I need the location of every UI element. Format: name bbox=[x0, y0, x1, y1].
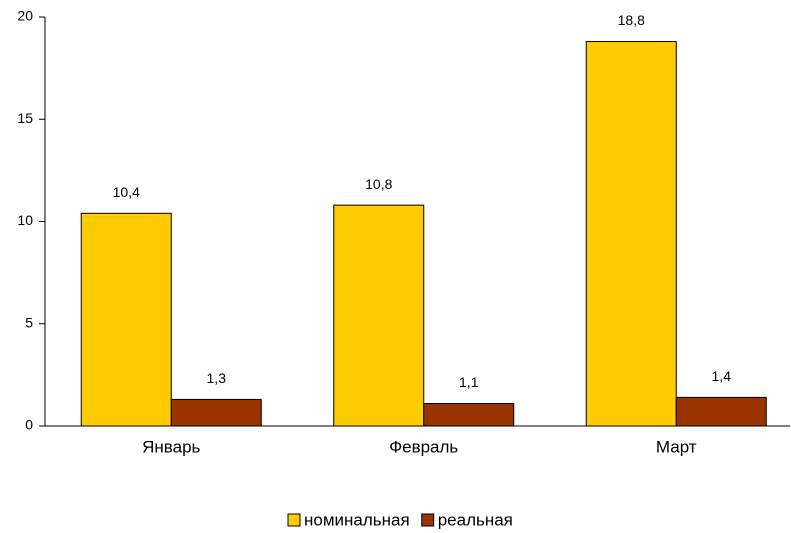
y-tick-label: 5 bbox=[25, 314, 33, 330]
bar bbox=[585, 41, 677, 427]
x-tick-label: Март bbox=[656, 437, 697, 456]
legend-label: реальная bbox=[438, 510, 513, 529]
value-label: 10,4 bbox=[113, 184, 140, 200]
y-tick-label: 10 bbox=[17, 212, 33, 228]
bar bbox=[170, 398, 262, 427]
value-label: 18,8 bbox=[618, 12, 645, 28]
y-tick-label: 15 bbox=[17, 110, 33, 126]
value-label: 1,1 bbox=[459, 374, 479, 390]
legend-swatch bbox=[421, 513, 435, 527]
value-label: 1,4 bbox=[712, 368, 732, 384]
bar bbox=[675, 396, 767, 427]
legend-swatch bbox=[287, 513, 301, 527]
x-tick-label: Февраль bbox=[389, 437, 458, 456]
y-tick-label: 0 bbox=[25, 417, 33, 433]
legend-label: номинальная bbox=[304, 510, 410, 529]
bar bbox=[333, 204, 425, 427]
value-label: 1,3 bbox=[207, 370, 227, 386]
value-label: 10,8 bbox=[365, 176, 392, 192]
x-tick-label: Январь bbox=[142, 437, 200, 456]
y-tick-label: 20 bbox=[17, 8, 33, 24]
bar bbox=[80, 212, 172, 427]
bar bbox=[423, 403, 515, 427]
